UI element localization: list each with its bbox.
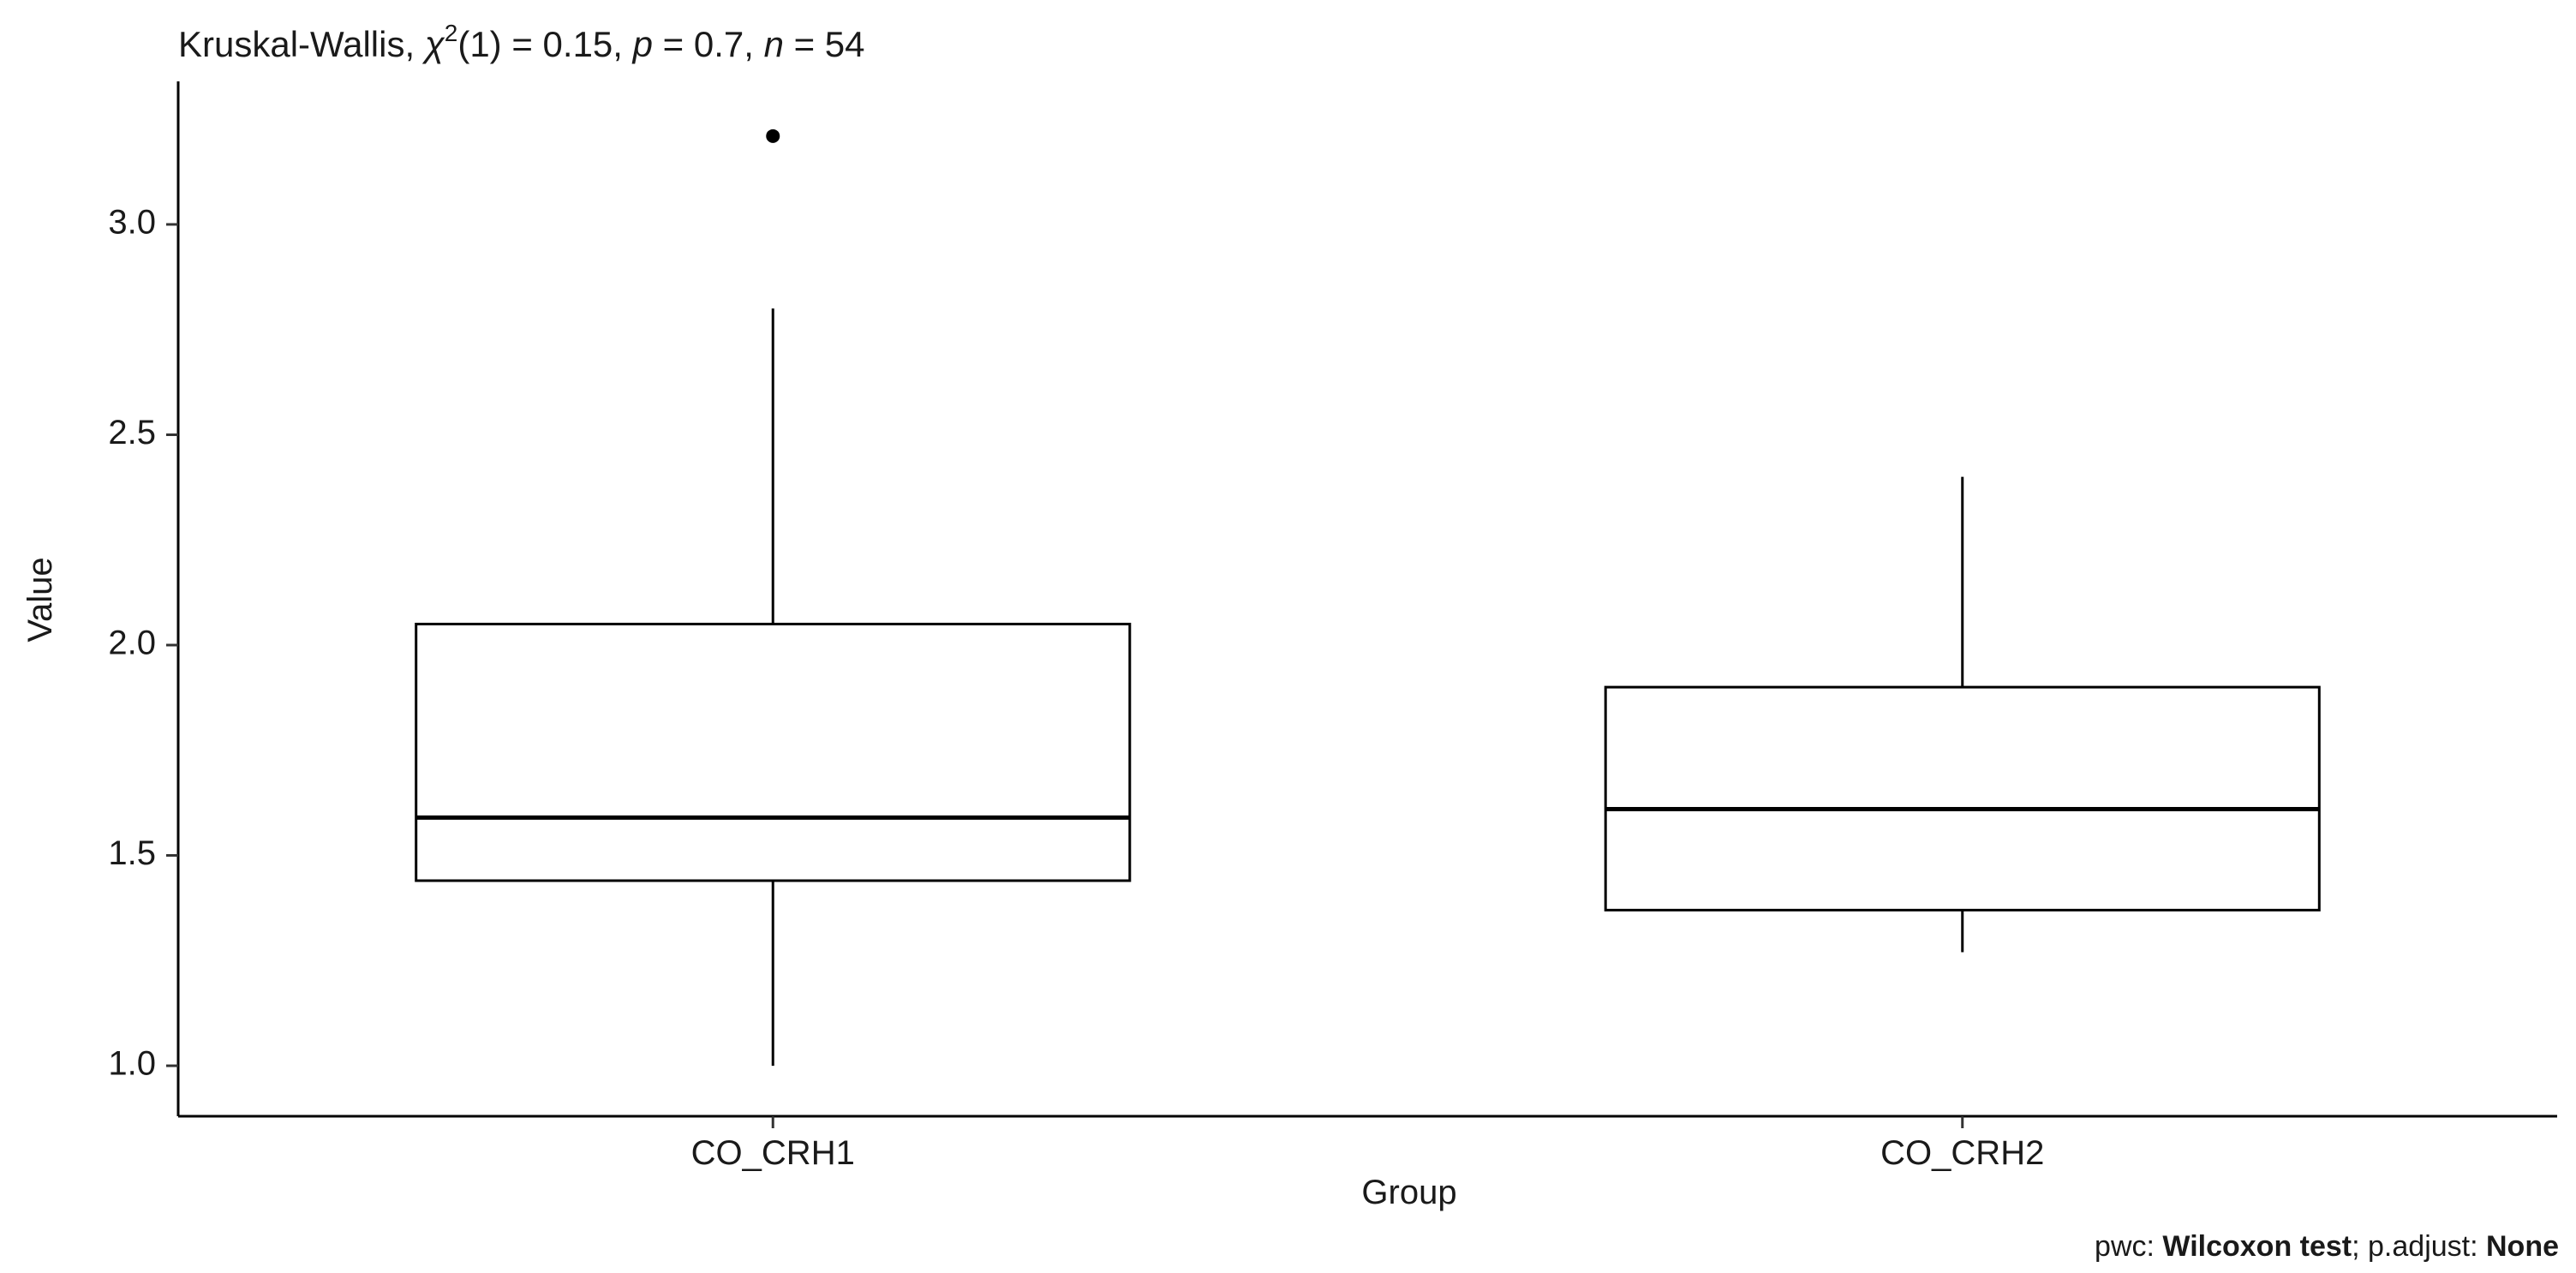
title-chi-symbol: χ [421, 24, 445, 64]
y-tick-label: 2.5 [108, 414, 156, 451]
y-tick-label: 1.5 [108, 834, 156, 872]
y-tick-label: 2.0 [108, 625, 156, 662]
y-tick-label: 3.0 [108, 204, 156, 242]
title-n-value: = 54 [784, 24, 865, 64]
x-tick-label: CO_CRH2 [1880, 1134, 2044, 1172]
title-p-symbol: p [631, 24, 653, 64]
caption-pwc-label: pwc: [2095, 1230, 2162, 1263]
title-df: (1) [457, 24, 501, 64]
title-prefix: Kruskal-Wallis, [178, 24, 425, 64]
chart-title: Kruskal-Wallis, χ2(1) = 0.15, p = 0.7, n… [178, 20, 865, 64]
box [415, 622, 1132, 882]
title-stat-value: = 0.15, [502, 24, 633, 64]
caption-separator: ; p.adjust: [2352, 1230, 2486, 1263]
plot-area: 1.0 1.5 2.0 2.5 3.0 CO_CRH1 CO_CRH2 [108, 81, 2557, 1172]
title-n-symbol: n [764, 24, 784, 64]
title-chi-exponent: 2 [445, 20, 458, 46]
caption-pwc-method: Wilcoxon test [2162, 1230, 2352, 1263]
chart-caption: pwc: Wilcoxon test; p.adjust: None [2095, 1230, 2559, 1263]
title-p-value: = 0.7, [653, 24, 764, 64]
y-tick-label: 1.0 [108, 1045, 156, 1083]
box [1604, 685, 2321, 911]
y-axis-label: Value [21, 557, 59, 642]
x-tick-label: CO_CRH1 [691, 1134, 855, 1172]
outlier-point [766, 128, 780, 143]
caption-adjust-method: None [2486, 1230, 2559, 1263]
x-axis-label: Group [1361, 1174, 1456, 1211]
